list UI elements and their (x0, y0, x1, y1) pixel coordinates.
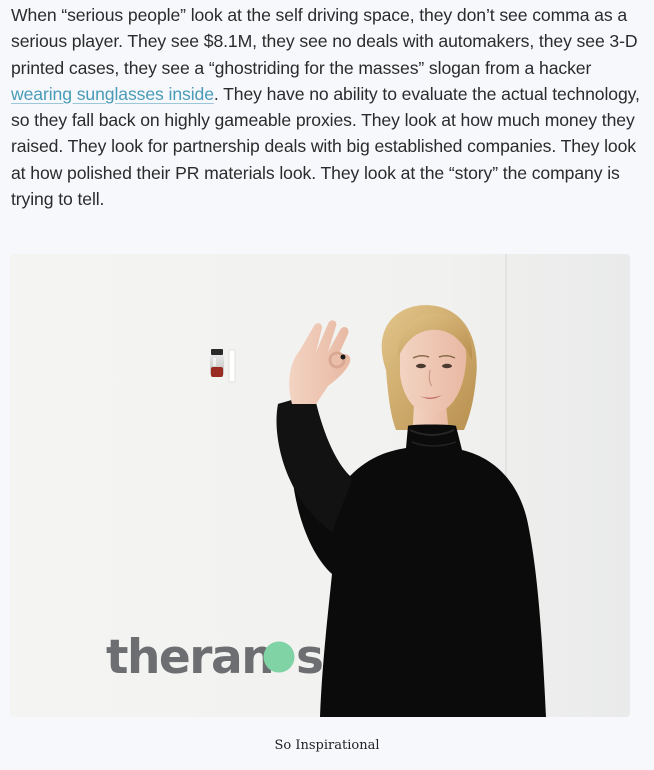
nanotainer-vial-icon (210, 349, 236, 383)
person-silhouette (276, 305, 546, 717)
article-photo: theran s (10, 254, 630, 717)
paragraph-text-before-link: When “serious people” look at the self d… (11, 5, 638, 78)
logo-green-dot-icon (263, 641, 295, 673)
raised-hand-icon (289, 320, 351, 404)
photo-caption: So Inspirational (274, 738, 380, 753)
article-paragraph: When “serious people” look at the self d… (11, 2, 641, 212)
paragraph-text-after-link: . They have no ability to evaluate the a… (11, 83, 640, 210)
photo-illustration: theran s (10, 254, 630, 717)
logo-text-left: theran (106, 630, 273, 685)
theranos-logo: theran s (106, 630, 324, 685)
article-body: When “serious people” look at the self d… (11, 2, 641, 212)
logo-text-right: s (296, 630, 322, 685)
sunglasses-inside-link[interactable]: wearing sunglasses inside (11, 83, 214, 104)
